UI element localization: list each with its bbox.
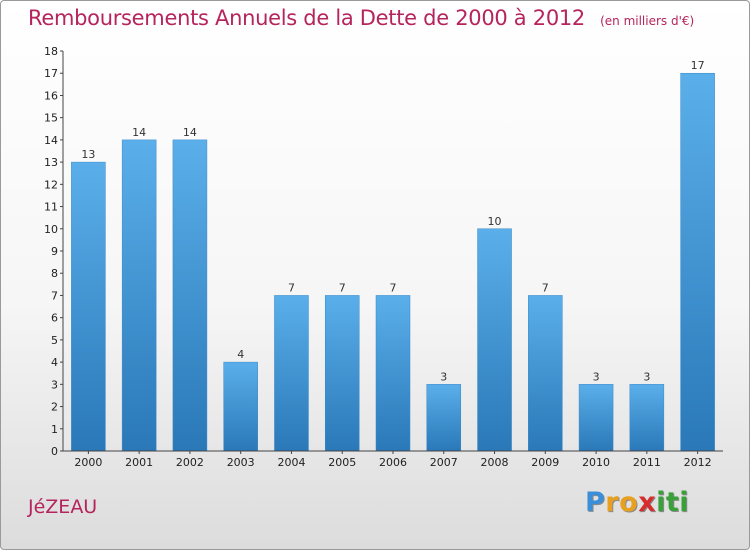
- y-tick-label: 15: [44, 112, 58, 125]
- y-tick-label: 12: [44, 178, 58, 191]
- bar-2006: [375, 295, 411, 452]
- x-tick-label-2008: 2008: [481, 456, 509, 469]
- data-label-2000: 13: [81, 148, 95, 161]
- bar-2008: [477, 228, 512, 452]
- data-label-2008: 10: [488, 215, 502, 228]
- bar-2004: [274, 295, 309, 452]
- data-label-2012: 17: [691, 59, 705, 72]
- bar-2005: [324, 295, 360, 452]
- x-tick-label-2004: 2004: [277, 456, 305, 469]
- x-tick-label-2011: 2011: [633, 456, 661, 469]
- data-label-2001: 14: [132, 126, 146, 139]
- logo-letter: x: [638, 487, 657, 518]
- y-tick-label: 10: [44, 223, 58, 236]
- data-label-2005: 7: [339, 281, 346, 294]
- x-tick-label-2003: 2003: [227, 456, 255, 469]
- bar-2011: [629, 384, 665, 452]
- bar-2007: [426, 384, 462, 452]
- data-label-2004: 7: [288, 281, 295, 294]
- commune-name: JéZEAU: [28, 496, 98, 518]
- y-tick-label: 8: [51, 267, 58, 280]
- x-tick-label-2009: 2009: [531, 456, 559, 469]
- y-tick-label: 7: [51, 289, 58, 302]
- y-tick-label: 6: [51, 312, 58, 325]
- x-tick-label-2005: 2005: [328, 456, 356, 469]
- logo-letter: o: [619, 487, 639, 518]
- y-tick-label: 18: [44, 45, 58, 58]
- chart-title: Remboursements Annuels de la Dette de 20…: [28, 6, 585, 30]
- x-tick-label-2002: 2002: [176, 456, 204, 469]
- chart-title-line: Remboursements Annuels de la Dette de 20…: [28, 6, 694, 30]
- logo-letter: P: [585, 487, 606, 518]
- y-tick-label: 4: [51, 356, 58, 369]
- y-tick-label: 14: [44, 134, 58, 147]
- y-tick-label: 5: [51, 334, 58, 347]
- x-axis: 2000 2001 2002 2003 2004 2005 2006 2007 2008 2009…: [63, 450, 723, 469]
- y-tick-label: 2: [51, 401, 58, 414]
- bar-2009: [528, 295, 563, 452]
- proxiti-logo: Proxiti: [585, 487, 689, 518]
- y-tick-label: 9: [51, 245, 58, 258]
- x-tick-label-2000: 2000: [74, 456, 102, 469]
- data-label-2003: 4: [237, 348, 244, 361]
- data-label-2007: 3: [440, 370, 447, 383]
- y-tick-label: 13: [44, 156, 58, 169]
- bar-2003: [223, 361, 258, 452]
- x-tick-label-2010: 2010: [582, 456, 610, 469]
- data-label-2010: 3: [593, 370, 600, 383]
- x-tick-label-2007: 2007: [430, 456, 458, 469]
- x-tick-label-2006: 2006: [379, 456, 407, 469]
- chart-subtitle: (en milliers d'€): [600, 14, 695, 28]
- logo-letter: t: [665, 487, 680, 518]
- logo-letter: i: [656, 487, 666, 518]
- logo-letter: r: [605, 487, 620, 518]
- bar-2002: [172, 139, 208, 452]
- y-tick-label: 1: [51, 423, 58, 436]
- bar-2001: [121, 139, 157, 452]
- x-tick-label-2012: 2012: [684, 456, 712, 469]
- bar-2010: [578, 384, 614, 452]
- data-label-2011: 3: [643, 370, 650, 383]
- y-tick-label: 3: [51, 378, 58, 391]
- bars: 13 14 14 4 7 7 7 3 10 7 3 3 17: [71, 59, 715, 452]
- bar-2000: [71, 161, 106, 452]
- y-tick-label: 17: [44, 67, 58, 80]
- y-tick-label: 11: [44, 201, 58, 214]
- logo-letter: i: [679, 487, 690, 518]
- data-label-2009: 7: [542, 281, 549, 294]
- bar-2012: [680, 72, 715, 452]
- x-tick-label-2001: 2001: [125, 456, 153, 469]
- y-tick-label: 16: [44, 89, 58, 102]
- data-label-2002: 14: [183, 126, 197, 139]
- y-tick-label: 0: [51, 445, 58, 458]
- data-label-2006: 7: [390, 281, 397, 294]
